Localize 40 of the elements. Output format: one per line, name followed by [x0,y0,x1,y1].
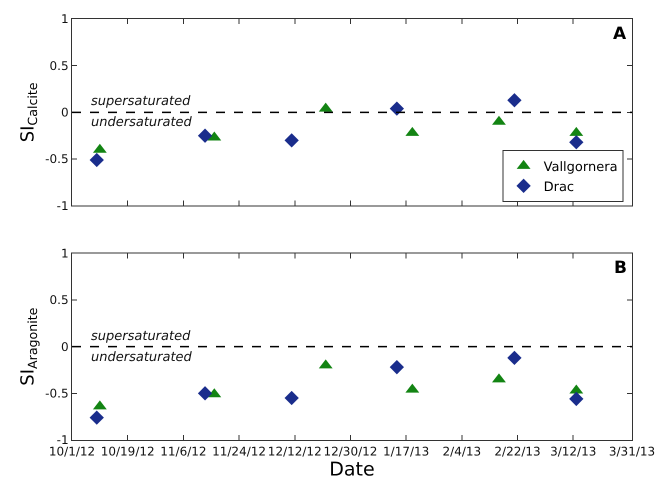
annotation: undersaturated [91,115,193,130]
point [284,390,299,406]
point [507,93,522,108]
y-tick-label: -0.5 [45,386,69,401]
annotation: A [613,24,627,44]
point [90,152,104,168]
annotation: supersaturated [91,329,192,344]
point [569,392,584,406]
point [390,360,404,374]
x-axis-title: Date [329,458,375,480]
x-tick-label: 3/12/13 [550,444,596,458]
annotation: undersaturated [91,350,193,365]
y-tick-label: 0.5 [50,293,69,308]
x-tick-label: 11/6/12 [160,444,207,458]
y-tick-label: 0 [60,340,69,354]
x-tick-label: 12/12/12 [268,444,322,458]
legend-label: Drac [544,180,574,195]
x-tick-label: 1/17/13 [383,444,430,458]
y-tick-label: 0 [60,106,69,120]
point [390,101,404,116]
x-tick-label: 12/30/12 [323,444,378,458]
x-tick-label: 3/31/13 [608,444,656,458]
y-tick-label: -0.5 [45,152,69,166]
point [90,410,104,425]
point [198,128,212,143]
annotation: supersaturated [91,94,192,109]
y-tick-label: -1 [56,198,69,213]
legend-label: Vallgornera [544,160,618,175]
x-tick-label: 2/4/13 [442,444,482,458]
x-tick-label: 2/22/13 [494,444,541,458]
x-tick-label: 10/19/12 [100,444,155,458]
point [284,133,299,148]
y-tick-label: 0.5 [50,58,69,73]
x-tick-label: 11/24/12 [212,444,266,458]
point [569,135,584,150]
y-tick-label: 1 [60,12,69,26]
point [507,350,522,365]
point [198,386,212,400]
annotation: B [614,258,627,278]
y-tick-label: 1 [60,246,69,260]
